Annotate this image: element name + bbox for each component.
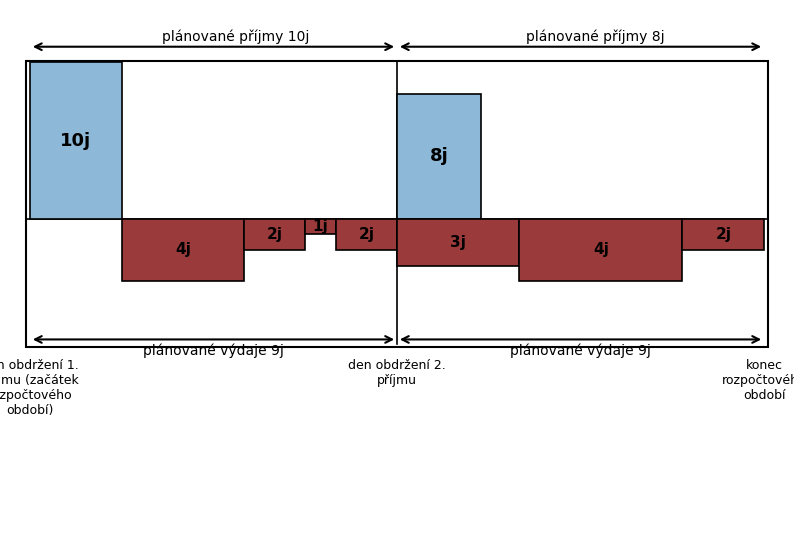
Text: 3j: 3j (450, 235, 466, 250)
Bar (30, 62, 121, 219)
Bar (397, 219, 519, 266)
Bar (121, 219, 244, 281)
Text: 4j: 4j (175, 242, 191, 257)
Text: 2j: 2j (715, 227, 731, 242)
Bar (397, 94, 481, 219)
Bar (305, 219, 336, 234)
Bar (336, 219, 397, 250)
Text: 2j: 2j (267, 227, 283, 242)
Text: 2j: 2j (358, 227, 375, 242)
Text: plánované příjmy 10j: plánované příjmy 10j (162, 29, 309, 44)
Text: plánované příjmy 8j: plánované příjmy 8j (526, 29, 665, 44)
Text: den obdržení 2.
příjmu: den obdržení 2. příjmu (348, 359, 446, 387)
Text: 10j: 10j (60, 132, 91, 149)
Bar (26, 61, 768, 347)
Text: 4j: 4j (593, 242, 609, 257)
Text: plánované výdaje 9j: plánované výdaje 9j (143, 344, 284, 358)
Text: plánované výdaje 9j: plánované výdaje 9j (510, 344, 651, 358)
Text: den obdržení 1.
příjmu (začátek
rozpočtového
období): den obdržení 1. příjmu (začátek rozpočto… (0, 359, 79, 417)
Bar (683, 219, 764, 250)
Bar (244, 219, 305, 250)
Text: 8j: 8j (430, 147, 449, 165)
Text: 1j: 1j (313, 219, 329, 234)
Bar (519, 219, 683, 281)
Text: konec
rozpočtového
období: konec rozpočtového období (722, 359, 794, 402)
